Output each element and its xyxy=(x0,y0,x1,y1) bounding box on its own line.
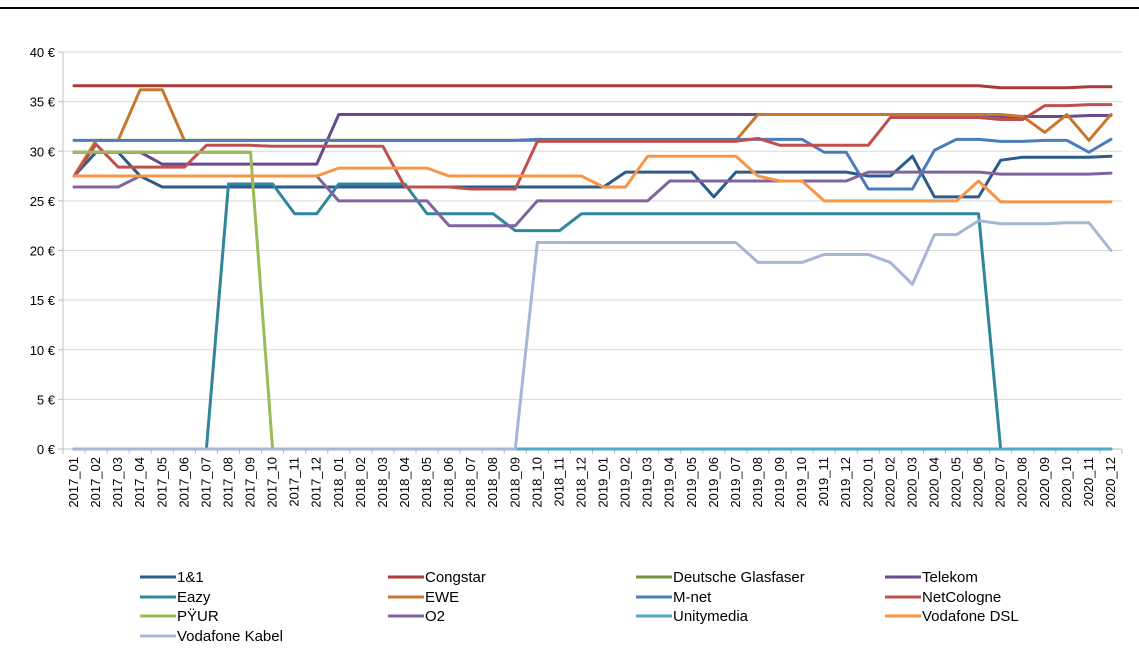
x-tick-label: 2017_04 xyxy=(132,457,147,508)
series-line-0 xyxy=(72,150,1113,199)
y-tick-label: 30 € xyxy=(30,144,56,159)
y-tick-label: 15 € xyxy=(30,293,56,308)
legend-label: O2 xyxy=(425,608,445,625)
x-tick-label: 2019_03 xyxy=(640,457,655,508)
x-tick-label: 2019_10 xyxy=(794,457,809,508)
x-tick-label: 2018_12 xyxy=(573,457,588,508)
x-tick-label: 2020_10 xyxy=(1059,457,1074,508)
series-line-4 xyxy=(72,182,1113,451)
legend-label: Congstar xyxy=(425,569,486,586)
x-tick-label: 2019_08 xyxy=(750,457,765,508)
x-tick-label: 2019_05 xyxy=(684,457,699,508)
y-tick-label: 40 € xyxy=(30,45,56,60)
x-tick-label: 2018_09 xyxy=(507,457,522,508)
x-tick-label: 2020_07 xyxy=(993,457,1008,508)
legend-label: M-net xyxy=(673,589,712,606)
y-tick-label: 35 € xyxy=(30,95,56,110)
x-tick-label: 2020_12 xyxy=(1103,457,1118,508)
x-tick-label: 2017_08 xyxy=(220,457,235,508)
series-line-1 xyxy=(72,84,1113,90)
series-line-12 xyxy=(72,219,1113,451)
x-tick-label: 2017_01 xyxy=(66,457,81,508)
legend-label: Eazy xyxy=(177,589,211,606)
x-tick-label: 2017_12 xyxy=(309,457,324,508)
x-tick-label: 2018_10 xyxy=(529,457,544,508)
x-tick-label: 2017_07 xyxy=(198,457,213,508)
x-tick-label: 2020_01 xyxy=(860,457,875,508)
x-tick-label: 2018_01 xyxy=(331,457,346,508)
x-tick-label: 2018_03 xyxy=(375,457,390,508)
y-tick-label: 0 € xyxy=(37,442,56,457)
legend: 1&1 Congstar Deutsche Glasfaser Telekom Eazy… xyxy=(140,569,1019,645)
y-axis-ticks: 0 € 5 € 10 € 15 € 20 € 25 € 30 € 35 € 40 € xyxy=(30,45,64,457)
series-line-6 xyxy=(72,137,1113,191)
series-lines xyxy=(72,84,1113,451)
x-tick-label: 2017_06 xyxy=(176,457,191,508)
x-tick-label: 2017_05 xyxy=(154,457,169,508)
x-tick-label: 2020_03 xyxy=(904,457,919,508)
legend-label: EWE xyxy=(425,589,459,606)
legend-label: Telekom xyxy=(922,569,978,586)
y-tick-label: 10 € xyxy=(30,343,56,358)
x-tick-label: 2020_02 xyxy=(882,457,897,508)
legend-label: Unitymedia xyxy=(673,608,749,625)
x-tick-label: 2018_05 xyxy=(419,457,434,508)
x-tick-label: 2018_02 xyxy=(353,457,368,508)
x-tick-label: 2019_01 xyxy=(596,457,611,508)
x-tick-label: 2017_03 xyxy=(110,457,125,508)
x-tick-label: 2020_05 xyxy=(949,457,964,508)
x-tick-label: 2019_09 xyxy=(772,457,787,508)
grid xyxy=(63,51,1122,400)
x-tick-label: 2017_02 xyxy=(88,457,103,508)
y-tick-label: 25 € xyxy=(30,194,56,209)
x-tick-label: 2017_11 xyxy=(287,457,302,507)
x-tick-label: 2020_04 xyxy=(926,457,941,508)
x-tick-label: 2019_07 xyxy=(728,457,743,508)
legend-label: NetCologne xyxy=(922,589,1001,606)
x-tick-label: 2020_11 xyxy=(1081,457,1096,507)
x-tick-label: 2019_04 xyxy=(662,457,677,508)
legend-label: Vodafone Kabel xyxy=(177,628,283,645)
x-tick-label: 2017_10 xyxy=(265,457,280,508)
series-line-7 xyxy=(72,103,1113,191)
x-tick-label: 2019_02 xyxy=(618,457,633,508)
y-tick-label: 5 € xyxy=(37,392,56,407)
x-tick-label: 2018_04 xyxy=(397,457,412,508)
legend-label: Vodafone DSL xyxy=(922,608,1019,625)
x-tick-label: 2019_06 xyxy=(706,457,721,508)
legend-label: PŸUR xyxy=(177,608,219,625)
x-tick-label: 2017_09 xyxy=(243,457,258,508)
x-tick-label: 2018_08 xyxy=(485,457,500,508)
x-axis-ticks: 2017_01 2017_02 2017_03 2017_04 2017_05 2017_… xyxy=(62,449,1123,508)
x-tick-label: 2018_11 xyxy=(551,457,566,507)
legend-label: Deutsche Glasfaser xyxy=(673,569,805,586)
x-tick-label: 2020_06 xyxy=(971,457,986,508)
x-tick-label: 2018_06 xyxy=(441,457,456,508)
x-tick-label: 2019_12 xyxy=(838,457,853,508)
x-tick-label: 2019_11 xyxy=(816,457,831,507)
x-tick-label: 2018_07 xyxy=(463,457,478,508)
series-line-11 xyxy=(72,154,1113,204)
x-tick-label: 2020_08 xyxy=(1015,457,1030,508)
x-tick-label: 2020_09 xyxy=(1037,457,1052,508)
y-tick-label: 20 € xyxy=(30,244,56,259)
legend-label: 1&1 xyxy=(177,569,204,586)
